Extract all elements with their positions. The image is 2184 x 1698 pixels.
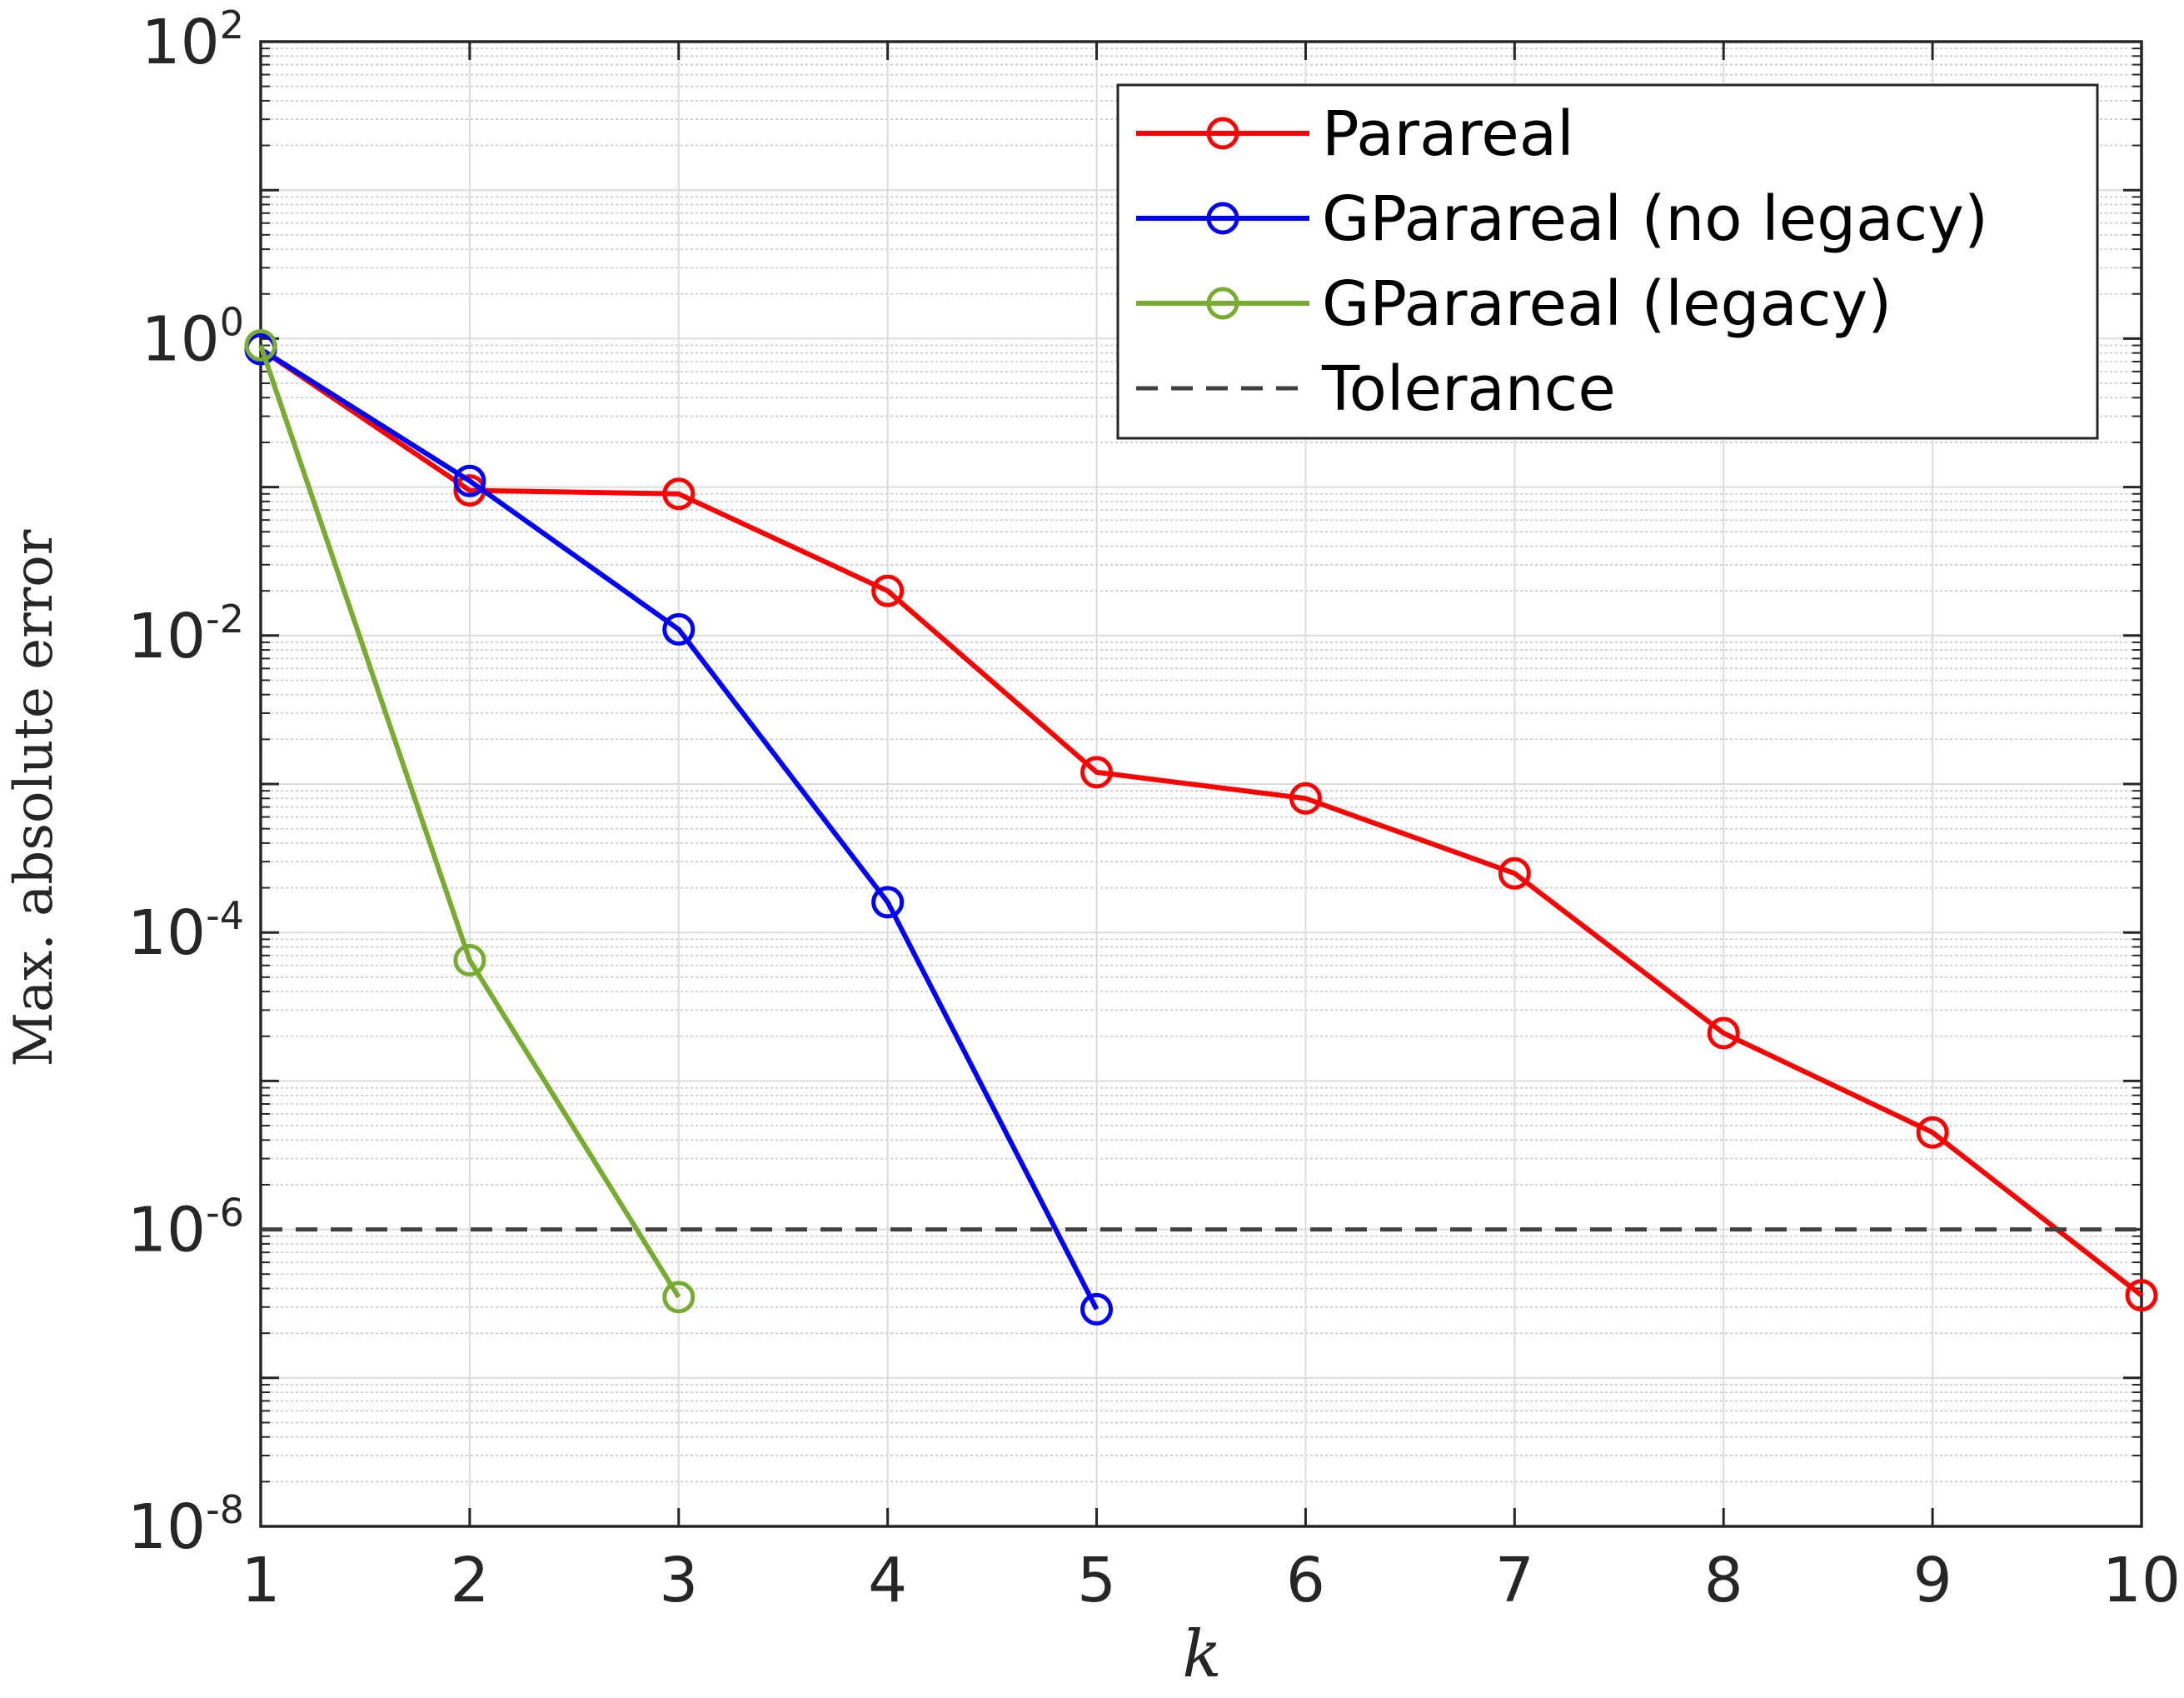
data-point-gparareal-no-legacy [1080,1292,1114,1326]
series-gparareal-legacy [244,329,696,1314]
x-tick-label: 6 [1286,1545,1325,1616]
series-line-gparareal-no-legacy [259,347,1099,1311]
data-point-parareal [2125,1279,2158,1312]
series-line-parareal [259,347,2143,1298]
legend-marker-gparareal-no-legacy [1206,202,1239,235]
y-tick-labels: 10-8 10-6 10-4 10-2 100 102 [127,2,244,1563]
x-tick-label: 7 [1495,1545,1534,1616]
y-tick-label: 102 [142,2,244,78]
x-tick-label: 4 [868,1545,907,1616]
x-tick-label: 5 [1077,1545,1116,1616]
legend-entry-parareal: Parareal [1322,98,1574,170]
data-point-parareal [1916,1116,1949,1149]
x-axis-label: k [1182,1617,1221,1692]
x-tick-label: 3 [659,1545,698,1616]
legend-entry-tolerance: Tolerance [1321,353,1616,425]
x-tick-label: 8 [1704,1545,1743,1616]
data-point-parareal [871,574,905,607]
x-tick-label: 9 [1913,1545,1952,1616]
y-tick-label: 10-6 [127,1191,244,1266]
y-tick-label: 10-4 [127,893,244,969]
data-point-parareal [1707,1016,1740,1050]
legend-box [1116,83,2099,440]
x-tick-label: 1 [241,1545,280,1616]
series-line-gparareal-legacy [258,344,681,1299]
data-point-parareal [662,477,696,511]
legend-entry-gparareal-legacy: GParareal (legacy) [1322,268,1892,340]
x-tick-labels: 1 2 3 4 5 6 7 8 9 10 [241,1545,2181,1616]
data-point-parareal [1080,756,1114,789]
legend-marker-gparareal-legacy [1206,287,1239,320]
data-point-gparareal-no-legacy [453,464,486,497]
data-point-gparareal-legacy [662,1281,696,1314]
y-tick-label: 10-8 [127,1487,244,1563]
x-tick-label: 2 [450,1545,489,1616]
data-point-parareal [1289,782,1322,815]
axis-ticks [259,40,2143,1528]
y-axis-label: Max. absolute error [3,529,65,1066]
data-point-gparareal-no-legacy [871,886,905,919]
legend: Parareal GParareal (no legacy) GParareal (… [1116,83,2099,440]
data-point-parareal [1498,856,1531,890]
series-layer [244,329,2158,1326]
data-point-gparareal-legacy [244,329,277,362]
x-tick-label: 10 [2102,1545,2181,1616]
legend-entry-gparareal-no-legacy: GParareal (no legacy) [1322,183,1988,255]
data-point-gparareal-no-legacy [662,612,696,646]
y-tick-label: 100 [142,299,244,375]
legend-marker-parareal [1206,117,1239,150]
data-point-gparareal-legacy [453,944,486,977]
y-tick-label: 10-2 [127,597,244,672]
